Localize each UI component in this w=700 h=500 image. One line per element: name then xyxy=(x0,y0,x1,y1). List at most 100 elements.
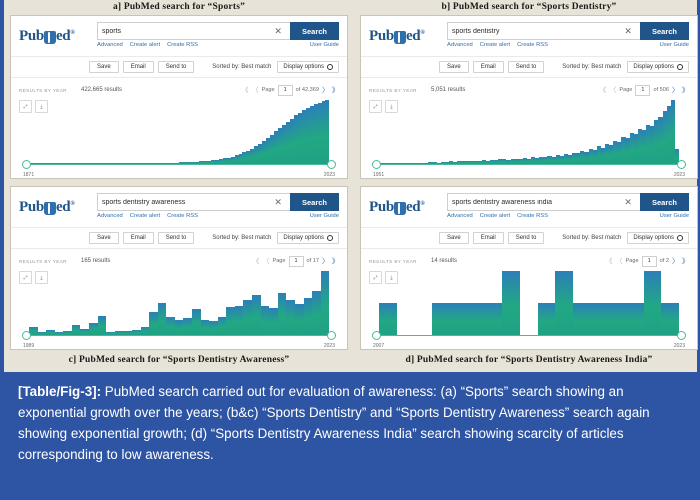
email-button[interactable]: Email xyxy=(122,232,154,244)
histogram-bar xyxy=(674,149,679,164)
last-page-icon[interactable]: 》 xyxy=(332,258,339,265)
page-total-a: of 42,369 xyxy=(295,87,319,93)
range-handle-left-d[interactable] xyxy=(372,331,381,340)
clear-icon[interactable]: ✕ xyxy=(624,25,632,36)
display-options-button[interactable]: Display options xyxy=(627,61,689,73)
create-alert-link[interactable]: Create alert xyxy=(479,213,511,219)
download-icon[interactable]: ⤓ xyxy=(385,271,398,284)
histogram-bar xyxy=(131,329,141,335)
prev-page-icon[interactable]: 〈 xyxy=(615,258,623,265)
email-button[interactable]: Email xyxy=(122,61,154,73)
page-input-b[interactable]: 1 xyxy=(635,84,651,96)
range-handle-left-c[interactable] xyxy=(22,331,31,340)
user-guide-link[interactable]: User Guide xyxy=(309,42,339,48)
user-guide-link[interactable]: User Guide xyxy=(659,42,689,48)
user-guide-link[interactable]: User Guide xyxy=(309,213,339,219)
search-button-b[interactable]: Search xyxy=(639,22,689,40)
save-button[interactable]: Save xyxy=(439,232,469,244)
send-to-button[interactable]: Send to xyxy=(157,232,195,244)
email-button[interactable]: Email xyxy=(472,61,504,73)
pubmed-logo-c[interactable]: Pub ed® xyxy=(19,193,97,215)
search-button-c[interactable]: Search xyxy=(289,193,339,211)
first-page-icon[interactable]: 《 xyxy=(252,258,260,265)
clear-icon[interactable]: ✕ xyxy=(624,196,632,207)
create-alert-link[interactable]: Create alert xyxy=(129,42,161,48)
email-button[interactable]: Email xyxy=(472,232,504,244)
histogram-a[interactable] xyxy=(29,100,330,164)
advanced-link[interactable]: Advanced xyxy=(447,42,473,48)
pubmed-logo-d[interactable]: Pub ed® xyxy=(369,193,447,215)
prev-page-icon[interactable]: 〈 xyxy=(609,87,617,94)
first-page-icon[interactable]: 《 xyxy=(241,87,249,94)
last-page-icon[interactable]: 》 xyxy=(682,87,689,94)
expand-icon[interactable]: ⤢ xyxy=(19,100,32,113)
search-box-b[interactable]: ✕ xyxy=(447,22,640,40)
display-options-button[interactable]: Display options xyxy=(277,232,339,244)
sorted-by-label[interactable]: Sorted by: Best match xyxy=(212,235,272,241)
create-rss-link[interactable]: Create RSS xyxy=(167,42,199,48)
download-icon[interactable]: ⤓ xyxy=(35,271,48,284)
page-input-c[interactable]: 1 xyxy=(288,255,304,267)
expand-icon[interactable]: ⤢ xyxy=(19,271,32,284)
last-page-icon[interactable]: 》 xyxy=(682,258,689,265)
range-handle-right-c[interactable] xyxy=(327,331,336,340)
clear-icon[interactable]: ✕ xyxy=(274,196,282,207)
search-button-a[interactable]: Search xyxy=(289,22,339,40)
search-input-b[interactable] xyxy=(452,27,621,35)
first-page-icon[interactable]: 《 xyxy=(599,87,607,94)
create-rss-link[interactable]: Create RSS xyxy=(167,213,199,219)
histogram-b[interactable] xyxy=(379,100,679,164)
histogram-d[interactable] xyxy=(379,271,679,335)
send-to-button[interactable]: Send to xyxy=(507,61,545,73)
search-box-c[interactable]: ✕ xyxy=(97,193,290,211)
sorted-by-label[interactable]: Sorted by: Best match xyxy=(562,235,622,241)
search-input-d[interactable] xyxy=(452,198,621,206)
advanced-link[interactable]: Advanced xyxy=(97,42,123,48)
create-alert-link[interactable]: Create alert xyxy=(479,42,511,48)
send-to-button[interactable]: Send to xyxy=(507,232,545,244)
first-page-icon[interactable]: 《 xyxy=(605,258,613,265)
expand-icon[interactable]: ⤢ xyxy=(369,271,382,284)
display-options-button[interactable]: Display options xyxy=(277,61,339,73)
send-to-button[interactable]: Send to xyxy=(157,61,195,73)
create-alert-link[interactable]: Create alert xyxy=(129,213,161,219)
next-page-icon[interactable]: 〉 xyxy=(672,258,679,265)
advanced-link[interactable]: Advanced xyxy=(97,213,123,219)
pubmed-logo-a[interactable]: Pub ed® xyxy=(19,22,97,44)
clear-icon[interactable]: ✕ xyxy=(274,25,282,36)
pubmed-logo-b[interactable]: Pub ed® xyxy=(369,22,447,44)
range-handle-left-a[interactable] xyxy=(22,160,31,169)
range-handle-right-b[interactable] xyxy=(677,160,686,169)
search-input-c[interactable] xyxy=(102,198,271,206)
search-box-d[interactable]: ✕ xyxy=(447,193,640,211)
save-button[interactable]: Save xyxy=(439,61,469,73)
save-button[interactable]: Save xyxy=(89,232,119,244)
range-handle-right-a[interactable] xyxy=(327,160,336,169)
display-options-button[interactable]: Display options xyxy=(627,232,689,244)
range-handle-left-b[interactable] xyxy=(372,160,381,169)
next-page-icon[interactable]: 〉 xyxy=(322,87,329,94)
advanced-link[interactable]: Advanced xyxy=(447,213,473,219)
next-page-icon[interactable]: 〉 xyxy=(672,87,679,94)
download-icon[interactable]: ⤓ xyxy=(35,100,48,113)
page-input-d[interactable]: 1 xyxy=(641,255,657,267)
search-button-d[interactable]: Search xyxy=(639,193,689,211)
download-icon[interactable]: ⤓ xyxy=(385,100,398,113)
create-rss-link[interactable]: Create RSS xyxy=(517,213,549,219)
page-input-a[interactable]: 1 xyxy=(277,84,293,96)
user-guide-link[interactable]: User Guide xyxy=(659,213,689,219)
last-page-icon[interactable]: 》 xyxy=(332,87,339,94)
search-box-a[interactable]: ✕ xyxy=(97,22,290,40)
prev-page-icon[interactable]: 〈 xyxy=(251,87,259,94)
create-rss-link[interactable]: Create RSS xyxy=(517,42,549,48)
sorted-by-label[interactable]: Sorted by: Best match xyxy=(562,64,622,70)
next-page-icon[interactable]: 〉 xyxy=(322,258,329,265)
search-input-a[interactable] xyxy=(102,27,271,35)
prev-page-icon[interactable]: 〈 xyxy=(262,258,270,265)
sorted-by-label[interactable]: Sorted by: Best match xyxy=(212,64,272,70)
range-handle-right-d[interactable] xyxy=(677,331,686,340)
save-button[interactable]: Save xyxy=(89,61,119,73)
histogram-c[interactable] xyxy=(29,271,330,335)
expand-icon[interactable]: ⤢ xyxy=(369,100,382,113)
